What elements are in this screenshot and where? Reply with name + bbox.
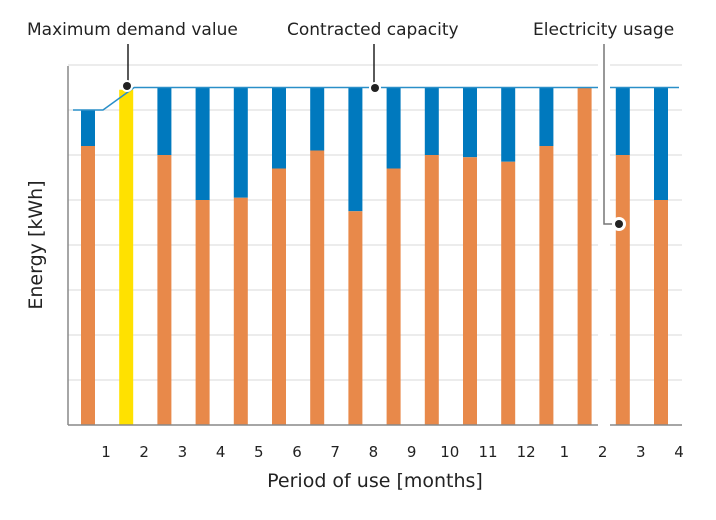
bar-usage	[577, 87, 592, 425]
x-tick-label: 4	[674, 443, 684, 461]
bar-usage	[157, 155, 172, 425]
bar-usage	[654, 200, 668, 425]
marker-capacity	[371, 84, 379, 92]
x-tick-label: 12	[517, 443, 536, 461]
x-tick-label: 8	[369, 443, 379, 461]
x-tick-label: 3	[636, 443, 646, 461]
bar-usage	[272, 168, 286, 425]
annotation-max-demand: Maximum demand value	[27, 20, 238, 40]
bar-usage	[81, 146, 95, 425]
x-axis-title: Period of use [months]	[267, 470, 483, 492]
bar-headroom	[615, 87, 630, 155]
x-tick-label: 1	[560, 443, 570, 461]
x-tick-label: 9	[407, 443, 417, 461]
bar-headroom	[310, 87, 325, 151]
x-tick-label: 3	[178, 443, 188, 461]
x-tick-label: 2	[139, 443, 149, 461]
bar-usage	[233, 197, 248, 425]
bar-headroom	[348, 87, 363, 212]
x-tick-label: 6	[292, 443, 302, 461]
x-tick-label: 5	[254, 443, 264, 461]
x-tick-label: 4	[216, 443, 226, 461]
marker-max-demand	[123, 82, 131, 90]
annotation-electricity-usage: Electricity usage	[533, 20, 674, 40]
x-tick-label: 2	[598, 443, 608, 461]
bar-max-demand	[119, 89, 134, 425]
y-axis-title: Energy [kWh]	[25, 180, 47, 309]
bar-headroom	[539, 87, 554, 146]
x-tick-label: 7	[330, 443, 340, 461]
x-tick-label: 1	[101, 443, 111, 461]
x-tick-label: 10	[440, 443, 459, 461]
marker-usage	[615, 220, 623, 228]
leader-gap	[598, 44, 610, 429]
bar-headroom	[654, 87, 668, 200]
bar-usage	[348, 211, 363, 425]
x-tick-label: 11	[478, 443, 497, 461]
bar-headroom	[81, 110, 95, 146]
bar-usage	[463, 157, 477, 425]
bar-headroom	[501, 87, 516, 162]
capacity-line	[73, 86, 679, 111]
bar-usage	[539, 146, 554, 425]
bar-headroom	[157, 87, 172, 155]
bar-usage	[310, 150, 325, 425]
bar-usage	[424, 155, 439, 425]
bar-usage	[195, 200, 210, 425]
bar-usage	[501, 161, 516, 425]
bar-headroom	[195, 87, 210, 200]
bar-headroom	[386, 87, 401, 169]
bar-headroom	[463, 87, 477, 158]
bar-headroom	[424, 87, 439, 155]
bar-usage	[615, 155, 630, 425]
bar-usage	[386, 168, 401, 425]
annotation-contracted-capacity: Contracted capacity	[287, 20, 459, 40]
bar-headroom	[233, 87, 248, 198]
bar-headroom	[272, 87, 286, 169]
